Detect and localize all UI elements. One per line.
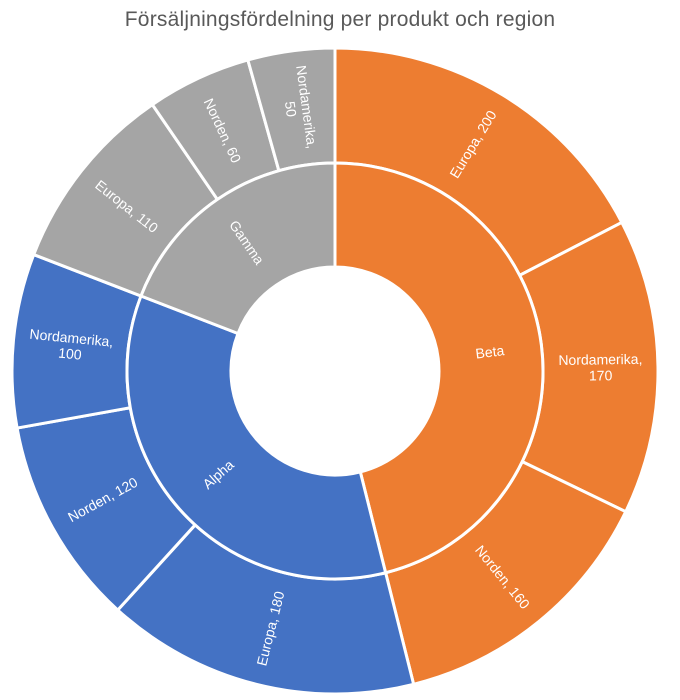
segment-beta[interactable] xyxy=(333,161,545,575)
segment-label-beta-nordamerika: Nordamerika,170 xyxy=(558,351,642,384)
segment-label-beta: Beta xyxy=(475,342,506,361)
segment-gamma[interactable] xyxy=(139,161,337,336)
segment-alpha[interactable] xyxy=(125,294,388,581)
chart-title: Försäljningsfördelning per produkt och r… xyxy=(124,8,556,31)
